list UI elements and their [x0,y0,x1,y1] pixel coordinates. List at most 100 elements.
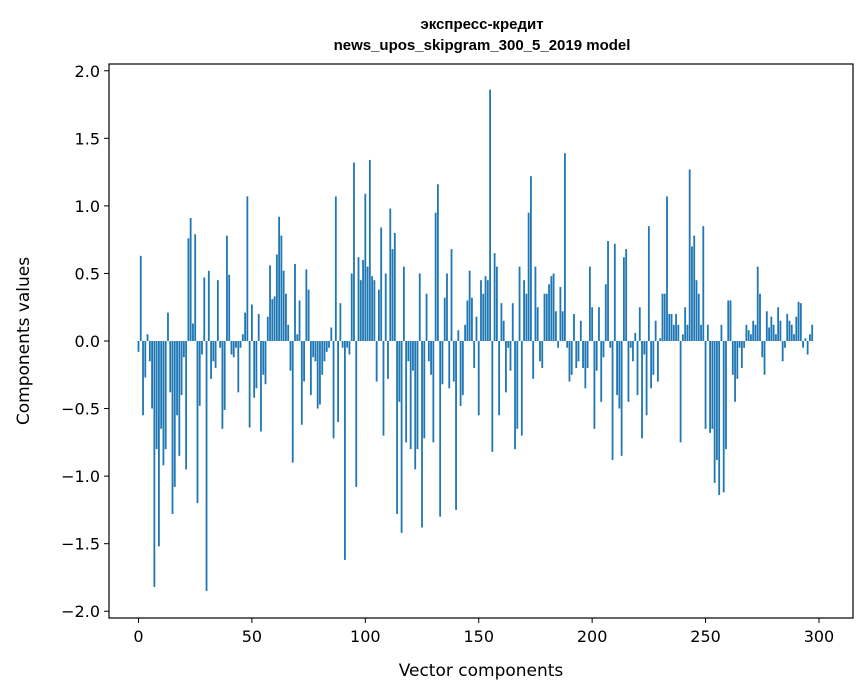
bar-254 [713,341,716,483]
bar-44 [237,341,240,393]
bar-3 [144,341,147,378]
bar-149 [475,316,478,341]
bar-61 [275,254,278,341]
bar-88 [337,341,339,423]
bar-137 [448,341,451,389]
x-axis-label: Vector components [399,661,564,681]
bar-54 [260,341,262,432]
bar-41 [230,341,233,355]
bar-131 [434,212,437,341]
bar-140 [455,341,457,510]
bar-211 [616,341,618,396]
bar-198 [586,341,589,369]
bar-145 [466,300,469,341]
y-tick-label: −2.0 [61,602,100,621]
bar-165 [511,303,514,341]
bar-96 [355,341,358,487]
bar-159 [498,341,501,416]
bar-48 [246,196,249,341]
bar-278 [768,327,770,341]
bar-234 [668,313,671,341]
x-tick-label: 100 [350,627,381,646]
bar-55 [262,341,265,375]
bar-182 [550,276,553,341]
bar-42 [232,341,235,358]
bar-257 [720,324,723,341]
bar-52 [255,341,258,389]
bar-144 [464,324,467,341]
bar-56 [264,341,267,385]
bar-177 [539,341,541,362]
bar-132 [437,184,439,341]
bar-167 [516,341,519,429]
bar-180 [545,293,548,341]
bar-253 [711,341,714,429]
bar-150 [477,341,480,416]
x-tick-label: 50 [242,627,262,646]
bar-30 [205,341,208,591]
bar-133 [439,341,442,517]
bar-26 [196,341,199,504]
y-tick-label: 1.5 [75,129,100,148]
bar-115 [398,341,401,402]
bar-251 [706,324,709,341]
bar-112 [391,249,394,341]
bar-190 [568,341,571,382]
bar-181 [548,284,550,341]
bar-297 [811,324,814,341]
bar-170 [523,280,525,341]
bar-271 [752,320,755,341]
bar-105 [375,341,378,382]
bar-207 [607,241,609,341]
bar-191 [570,341,573,375]
bar-162 [505,341,507,393]
bar-62 [278,216,281,341]
bar-38 [223,341,226,410]
bar-80 [319,341,321,405]
bar-120 [409,341,412,450]
bar-51 [253,341,256,398]
bar-35 [216,280,219,341]
bar-110 [387,341,389,379]
bar-292 [799,303,802,341]
y-tick-label: 0.5 [75,264,100,283]
bar-274 [759,293,761,341]
bar-47 [244,312,246,341]
bar-223 [643,341,646,355]
bar-210 [613,243,616,341]
bar-99 [362,259,364,341]
bar-29 [203,277,206,341]
bar-289 [793,334,795,341]
bar-293 [802,341,804,348]
bar-69 [294,263,296,341]
bar-230 [659,338,662,341]
bar-203 [598,307,600,341]
bar-285 [784,341,786,348]
y-tick-label: −0.5 [61,400,100,419]
bar-8 [155,341,158,450]
bar-282 [777,307,780,341]
bar-116 [400,341,403,533]
bar-233 [666,196,668,341]
bar-95 [353,162,355,341]
bar-104 [373,280,376,341]
bar-15 [171,341,174,514]
bar-75 [307,289,310,341]
bar-244 [691,246,693,341]
y-tick-label: −1.5 [61,535,100,554]
bar-142 [459,341,462,406]
bar-205 [602,341,605,358]
bar-252 [709,341,711,433]
bar-109 [384,273,387,341]
bar-186 [559,286,562,341]
bar-40 [228,274,231,341]
bar-178 [541,341,544,369]
bar-295 [806,341,809,355]
bar-239 [679,341,682,443]
bar-281 [774,334,777,341]
bar-288 [790,324,793,341]
bar-284 [781,341,784,362]
bar-151 [480,280,482,341]
bar-217 [629,341,632,348]
bar-98 [359,280,362,341]
